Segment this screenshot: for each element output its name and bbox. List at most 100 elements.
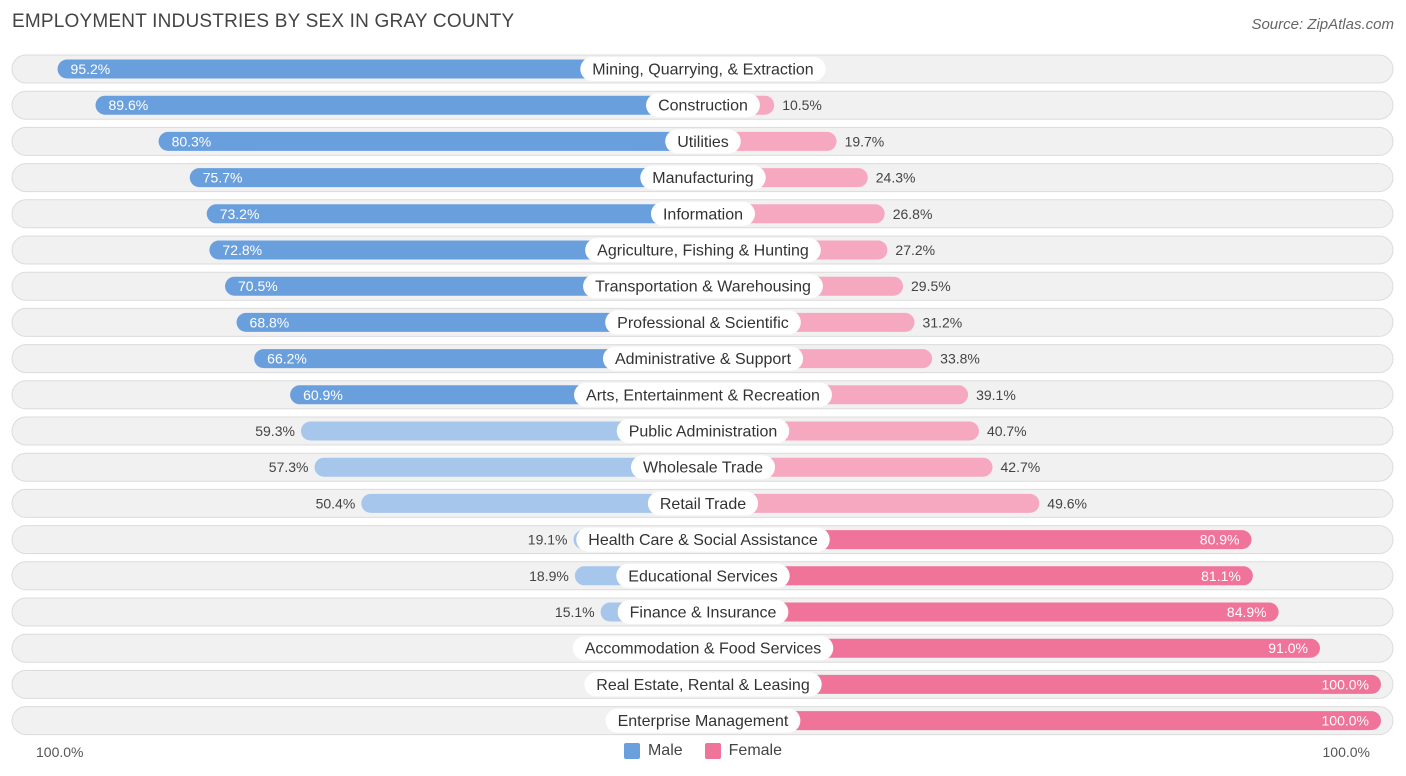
category-label-pill — [617, 600, 789, 624]
female-value-label: 80.9% — [1200, 532, 1240, 548]
category-label-pill — [647, 491, 759, 516]
female-value-label: 91.0% — [1268, 640, 1308, 656]
female-value-label: 24.3% — [876, 170, 916, 186]
category-label: Transportation & Warehousing — [595, 279, 811, 296]
male-value-label: 57.3% — [269, 459, 309, 475]
legend: Male Female — [0, 742, 1406, 760]
category-label: Wholesale Trade — [643, 460, 763, 477]
male-value-label: 18.9% — [529, 568, 569, 584]
category-label-pill — [572, 636, 834, 661]
chart-title: EMPLOYMENT INDUSTRIES BY SEX IN GRAY COU… — [12, 11, 515, 32]
category-label: Information — [663, 206, 743, 223]
category-label: Health Care & Social Assistance — [588, 532, 818, 549]
female-value-label: 100.0% — [1322, 676, 1369, 692]
category-label: Utilities — [677, 134, 729, 151]
category-label-pill — [646, 93, 760, 118]
category-label-pill — [585, 238, 821, 262]
category-label-pill — [602, 346, 804, 371]
male-bar — [254, 349, 703, 369]
legend-label-female: Female — [728, 742, 783, 759]
category-label: Mining, Quarrying, & Extraction — [592, 62, 813, 79]
category-label: Public Administration — [629, 424, 778, 441]
category-label-pill — [574, 382, 832, 407]
legend-item-female[interactable]: Female — [704, 742, 783, 760]
male-value-label: 75.7% — [203, 170, 243, 186]
female-value-label: 31.2% — [923, 314, 963, 330]
male-bar — [225, 276, 703, 296]
female-value-label: 100.0% — [1322, 713, 1369, 729]
female-value-label: 29.5% — [911, 278, 951, 294]
female-bar — [703, 674, 1381, 694]
female-bar — [703, 493, 1040, 513]
female-value-label: 42.7% — [1001, 459, 1041, 475]
male-swatch — [623, 743, 640, 759]
axis-right-label: 100.0% — [1322, 744, 1370, 760]
female-value-label: 49.6% — [1047, 495, 1087, 511]
female-swatch — [704, 743, 721, 759]
female-value-label: 81.1% — [1201, 568, 1241, 584]
category-label-pill — [583, 274, 823, 299]
male-bar — [158, 131, 704, 151]
chart-source: Source: ZipAtlas.com — [1251, 16, 1394, 33]
male-bar — [236, 312, 703, 332]
male-value-label: 50.4% — [316, 495, 356, 511]
female-bar — [703, 457, 993, 477]
male-bar — [361, 493, 703, 513]
category-label-pill — [576, 527, 830, 552]
category-label: Agriculture, Fishing & Hunting — [597, 243, 809, 260]
category-label-pill — [665, 129, 741, 154]
male-value-label: 80.3% — [172, 133, 212, 149]
category-label-pill — [605, 310, 801, 335]
category-label-pill — [580, 57, 826, 81]
category-label-pill — [640, 165, 766, 190]
category-label-pill — [605, 708, 801, 733]
male-bar — [300, 421, 703, 441]
female-value-label: 39.1% — [976, 387, 1016, 403]
female-bar — [703, 530, 1252, 550]
male-value-label: 66.2% — [267, 351, 307, 367]
male-value-label: 70.5% — [238, 278, 278, 294]
category-label: Retail Trade — [660, 496, 746, 513]
category-label: Educational Services — [628, 568, 777, 585]
male-bar — [189, 168, 703, 188]
category-label: Enterprise Management — [618, 713, 789, 730]
male-bar — [57, 59, 703, 79]
category-label-pill — [650, 201, 756, 226]
category-label: Real Estate, Rental & Leasing — [596, 677, 809, 694]
male-value-label: 59.3% — [255, 423, 295, 439]
category-label: Finance & Insurance — [630, 605, 777, 622]
category-label-pill — [616, 419, 790, 443]
category-label-pill — [630, 455, 776, 480]
legend-item-male[interactable]: Male — [623, 742, 683, 760]
male-value-label: 73.2% — [220, 206, 260, 222]
male-value-label: 68.8% — [250, 314, 290, 330]
male-value-label: 19.1% — [528, 532, 568, 548]
female-bar — [703, 638, 1320, 658]
male-value-label: 89.6% — [109, 97, 149, 113]
category-label-pill — [616, 563, 790, 588]
male-bar — [209, 240, 703, 260]
male-value-label: 95.2% — [71, 61, 111, 77]
male-bar — [314, 457, 703, 477]
male-value-label: 15.1% — [555, 604, 595, 620]
female-value-label: 84.9% — [1227, 604, 1267, 620]
axis-left-label: 100.0% — [36, 744, 84, 760]
category-label: Manufacturing — [652, 170, 753, 187]
legend-label-male: Male — [647, 742, 683, 759]
female-bar — [703, 566, 1253, 586]
category-label: Construction — [658, 98, 748, 115]
female-value-label: 26.8% — [893, 206, 933, 222]
female-bar — [703, 711, 1381, 731]
female-value-label: 10.5% — [782, 97, 822, 113]
category-label: Arts, Entertainment & Recreation — [586, 387, 820, 404]
male-value-label: 60.9% — [303, 387, 343, 403]
female-bar — [703, 602, 1279, 622]
female-value-label: 33.8% — [940, 351, 980, 367]
female-value-label: 19.7% — [845, 133, 885, 149]
male-bar — [95, 95, 703, 115]
female-value-label: 40.7% — [987, 423, 1027, 439]
bar-chart: 95.2%4.8%Mining, Quarrying, & Extraction… — [11, 54, 1394, 736]
male-bar — [206, 204, 704, 224]
category-label: Accommodation & Food Services — [585, 641, 822, 658]
male-value-label: 72.8% — [222, 242, 262, 258]
